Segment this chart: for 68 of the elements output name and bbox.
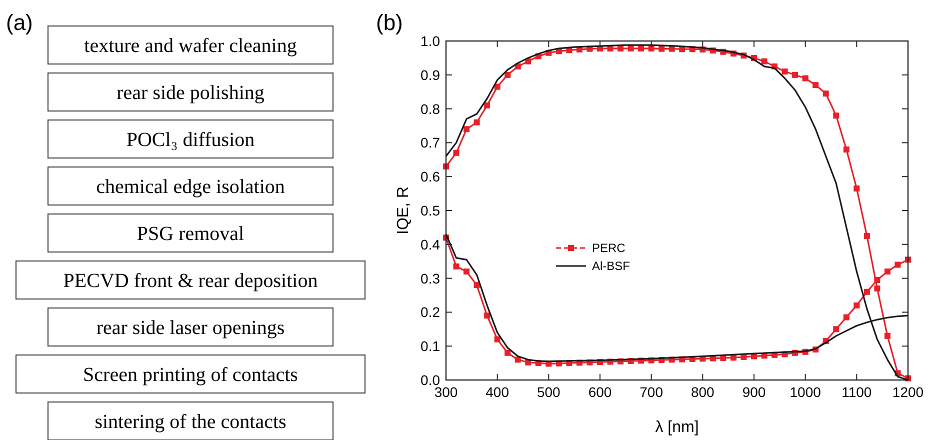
- point: [484, 312, 490, 319]
- x-tick-label: 400: [486, 384, 510, 400]
- text: rear side laser openings: [96, 317, 285, 339]
- y-tick-label: 1.0: [420, 33, 440, 49]
- point: [854, 302, 860, 308]
- point: [453, 263, 460, 270]
- y-tick-label: 0.1: [420, 338, 440, 354]
- text: PECVD front & rear deposition: [63, 270, 318, 292]
- text: Screen printing of contacts: [83, 364, 298, 386]
- text: texture and wafer cleaning: [84, 35, 297, 57]
- point: [638, 45, 644, 52]
- point: [761, 58, 768, 64]
- point: [874, 285, 880, 292]
- point: [782, 68, 788, 75]
- chart-title: (b): [376, 10, 403, 35]
- point: [484, 102, 490, 108]
- point: [884, 268, 890, 275]
- y-tick-label: 0.9: [420, 66, 440, 83]
- point: [812, 82, 819, 88]
- point: [874, 276, 880, 283]
- legend-label: Al-BSF: [592, 259, 630, 273]
- point: [494, 336, 500, 342]
- text: chemical edge isolation: [96, 176, 285, 198]
- point: [833, 112, 840, 119]
- point: [894, 262, 901, 268]
- point: [658, 46, 665, 52]
- point: [464, 126, 470, 132]
- y-tick-label: 0.7: [420, 134, 440, 151]
- legend-label: PERC: [592, 241, 626, 255]
- point: [864, 232, 870, 239]
- point: [618, 45, 624, 52]
- x-tick-label: 700: [640, 384, 664, 400]
- point: [453, 150, 460, 156]
- y-tick-label: 0.4: [420, 236, 440, 252]
- x-tick-label: 500: [536, 384, 561, 400]
- y-tick-label: 0.8: [420, 100, 440, 117]
- point: [504, 72, 511, 78]
- x-axis-title: λ [nm]: [655, 419, 699, 436]
- point: [464, 268, 470, 275]
- y-tick-label: 0.5: [420, 202, 440, 218]
- point: [833, 326, 840, 332]
- y-tick-label: 0.3: [420, 270, 440, 286]
- x-tick-label: 600: [588, 384, 612, 400]
- point: [843, 146, 850, 152]
- y-tick-label: 0.2: [420, 304, 440, 320]
- x-tick-label: 900: [742, 384, 766, 400]
- point: [628, 45, 634, 52]
- point: [884, 332, 890, 339]
- point: [474, 119, 480, 126]
- x-tick-label: 1000: [790, 384, 822, 400]
- point: [494, 84, 500, 90]
- y-tick-label: 0.6: [420, 168, 440, 185]
- text: (a): [6, 10, 33, 35]
- point: [504, 350, 511, 356]
- text: rear side polishing: [116, 82, 264, 104]
- point: [792, 72, 798, 78]
- text: sintering of the contacts: [94, 411, 287, 433]
- x-tick-label: 1200: [892, 384, 924, 400]
- y-axis-title: IQE, R: [395, 186, 412, 235]
- text: POCl₃ diffusion: [126, 129, 255, 151]
- text: PSG removal: [136, 223, 245, 245]
- point: [802, 75, 808, 82]
- x-tick-label: 1100: [842, 384, 872, 400]
- point: [864, 288, 870, 295]
- point: [822, 90, 829, 97]
- point: [843, 314, 850, 320]
- x-tick-label: 800: [690, 384, 715, 400]
- point: [854, 185, 860, 192]
